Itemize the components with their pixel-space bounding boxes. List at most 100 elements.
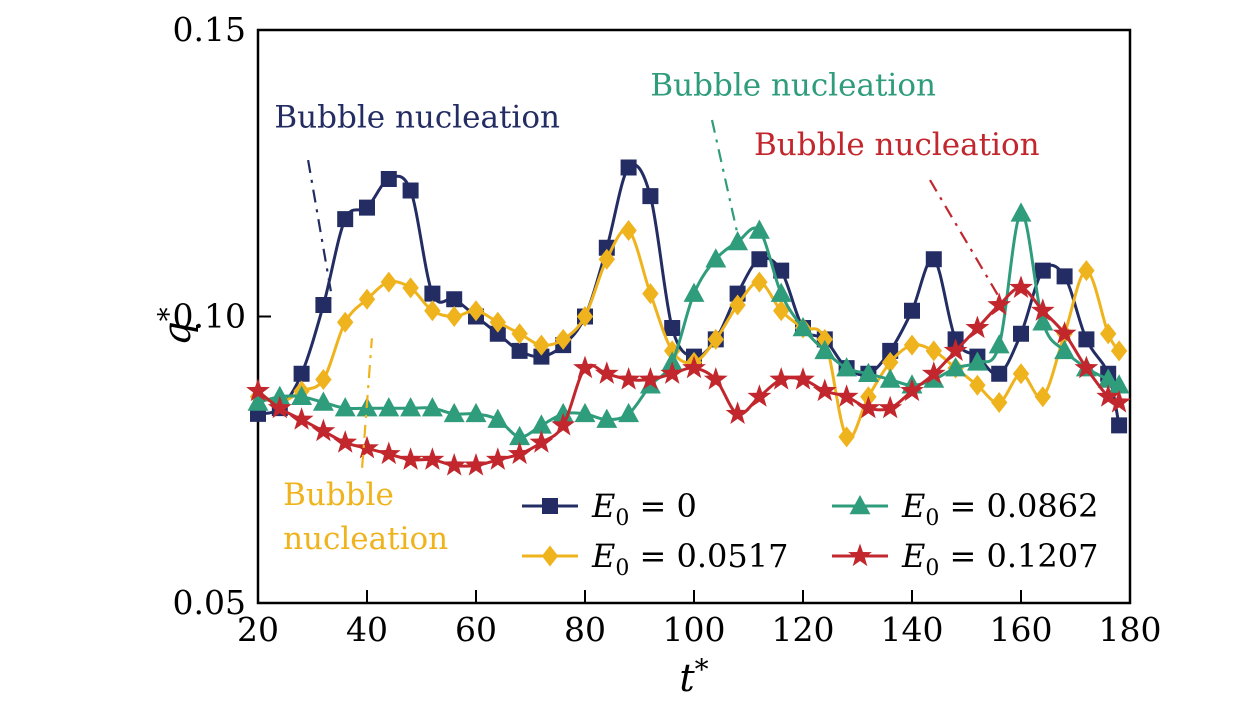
star-marker-icon xyxy=(573,355,597,379)
triangle-marker-icon xyxy=(443,402,465,423)
annotation-nucleation-red: Bubble nucleation xyxy=(754,127,1040,299)
star-marker-icon xyxy=(682,355,706,379)
x-tick-label: 40 xyxy=(346,610,388,649)
square-marker-icon xyxy=(359,199,375,216)
square-marker-icon xyxy=(882,342,899,359)
star-marker-icon xyxy=(355,435,379,459)
diamond-marker-icon xyxy=(424,300,441,322)
triangle-marker-icon xyxy=(618,402,640,423)
star-marker-icon xyxy=(507,441,532,465)
x-tick-label: 60 xyxy=(455,610,497,649)
triangle-marker-icon xyxy=(966,351,988,371)
triangle-marker-icon xyxy=(814,339,836,360)
square-marker-icon xyxy=(337,211,354,228)
diamond-marker-icon xyxy=(576,306,594,327)
legend-label: E0 = 0.0517 xyxy=(591,537,788,581)
star-marker-icon xyxy=(856,395,881,419)
legend: E0 = 0 E0 = 0.0517 E0 = 0.0862 E0 = 0.1207 xyxy=(522,487,1098,581)
diamond-marker-icon xyxy=(838,426,855,448)
annotation-leader-line xyxy=(929,179,1001,299)
x-tick-label: 20 xyxy=(237,610,279,649)
star-marker-icon xyxy=(1107,389,1131,413)
diamond-marker-icon xyxy=(925,340,942,362)
star-marker-icon xyxy=(769,367,794,390)
triangle-marker-icon xyxy=(312,391,334,411)
y-tick-label: 0.05 xyxy=(173,583,246,622)
diamond-marker-icon xyxy=(620,220,637,242)
x-tick-label: 140 xyxy=(881,610,944,649)
diamond-marker-icon xyxy=(751,271,768,293)
diamond-marker-icon xyxy=(489,311,506,333)
series-e0-0-1207 xyxy=(246,275,1131,476)
square-marker-icon xyxy=(991,365,1008,382)
triangle-marker-icon xyxy=(291,385,313,405)
triangle-marker-icon xyxy=(465,402,487,423)
star-marker-icon xyxy=(398,447,423,470)
square-marker-icon xyxy=(293,365,310,382)
triangle-marker-icon xyxy=(770,282,792,302)
square-marker-icon xyxy=(1078,331,1095,348)
triangle-marker-icon xyxy=(748,219,770,239)
annotation-text: Bubble nucleation xyxy=(650,67,936,103)
annotation-text: Bubble nucleation xyxy=(283,477,448,557)
star-marker-icon xyxy=(616,367,641,390)
legend-label: E0 = 0.1207 xyxy=(901,537,1098,581)
diamond-marker-icon xyxy=(882,351,899,373)
diamond-marker-icon xyxy=(642,283,659,305)
triangle-marker-icon xyxy=(1054,339,1076,360)
square-marker-icon xyxy=(424,285,441,302)
diamond-marker-icon xyxy=(337,311,354,333)
triangle-marker-icon xyxy=(378,397,400,417)
triangle-marker-icon xyxy=(1010,202,1032,222)
square-marker-icon xyxy=(642,188,659,205)
annotation-leader-line xyxy=(307,159,334,299)
annotation-nucleation-yellow: Bubble nucleation xyxy=(283,338,448,557)
triangle-marker-icon xyxy=(400,397,422,417)
star-marker-icon xyxy=(267,395,292,419)
diamond-marker-icon xyxy=(446,306,463,327)
triangle-marker-icon xyxy=(945,357,967,377)
star-marker-icon xyxy=(442,453,467,476)
square-marker-icon xyxy=(542,498,558,514)
triangle-marker-icon xyxy=(334,397,356,417)
star-marker-icon xyxy=(551,412,576,436)
star-marker-icon xyxy=(1074,355,1099,379)
triangle-marker-icon xyxy=(849,495,871,515)
x-axis-label: t* xyxy=(679,653,708,700)
triangle-marker-icon xyxy=(879,368,901,388)
diamond-marker-icon xyxy=(533,334,550,356)
diamond-marker-icon xyxy=(1110,340,1128,362)
triangle-marker-icon xyxy=(269,385,291,405)
star-marker-icon xyxy=(311,418,336,442)
diamond-marker-icon xyxy=(1034,386,1051,408)
diamond-marker-icon xyxy=(773,300,790,322)
star-marker-icon xyxy=(638,367,663,390)
square-marker-icon xyxy=(904,302,920,319)
y-tick-label: 0.15 xyxy=(173,10,246,49)
triangle-marker-icon xyxy=(574,402,596,423)
legend-item-e0-0: E0 = 0 xyxy=(522,487,697,531)
diamond-marker-icon xyxy=(555,328,572,350)
triangle-marker-icon xyxy=(596,408,618,428)
square-marker-icon xyxy=(1013,325,1029,342)
triangle-marker-icon xyxy=(705,248,727,268)
star-marker-icon xyxy=(1096,384,1121,407)
x-tick-label: 120 xyxy=(772,610,835,649)
triangle-marker-icon xyxy=(1108,374,1130,394)
triangle-marker-icon xyxy=(792,316,814,337)
x-tick-label: 100 xyxy=(663,610,726,649)
diamond-marker-icon xyxy=(707,328,724,350)
square-marker-icon xyxy=(511,342,528,359)
square-marker-icon xyxy=(1034,262,1051,279)
star-marker-icon xyxy=(376,441,401,465)
annotation-nucleation-navy: Bubble nucleation xyxy=(274,99,560,299)
square-marker-icon xyxy=(773,262,790,279)
diamond-marker-icon xyxy=(598,248,615,270)
star-marker-icon xyxy=(1030,298,1055,321)
star-marker-icon xyxy=(791,367,815,390)
triangle-marker-icon xyxy=(683,282,705,302)
star-marker-icon xyxy=(289,407,314,430)
star-marker-icon xyxy=(725,401,750,424)
